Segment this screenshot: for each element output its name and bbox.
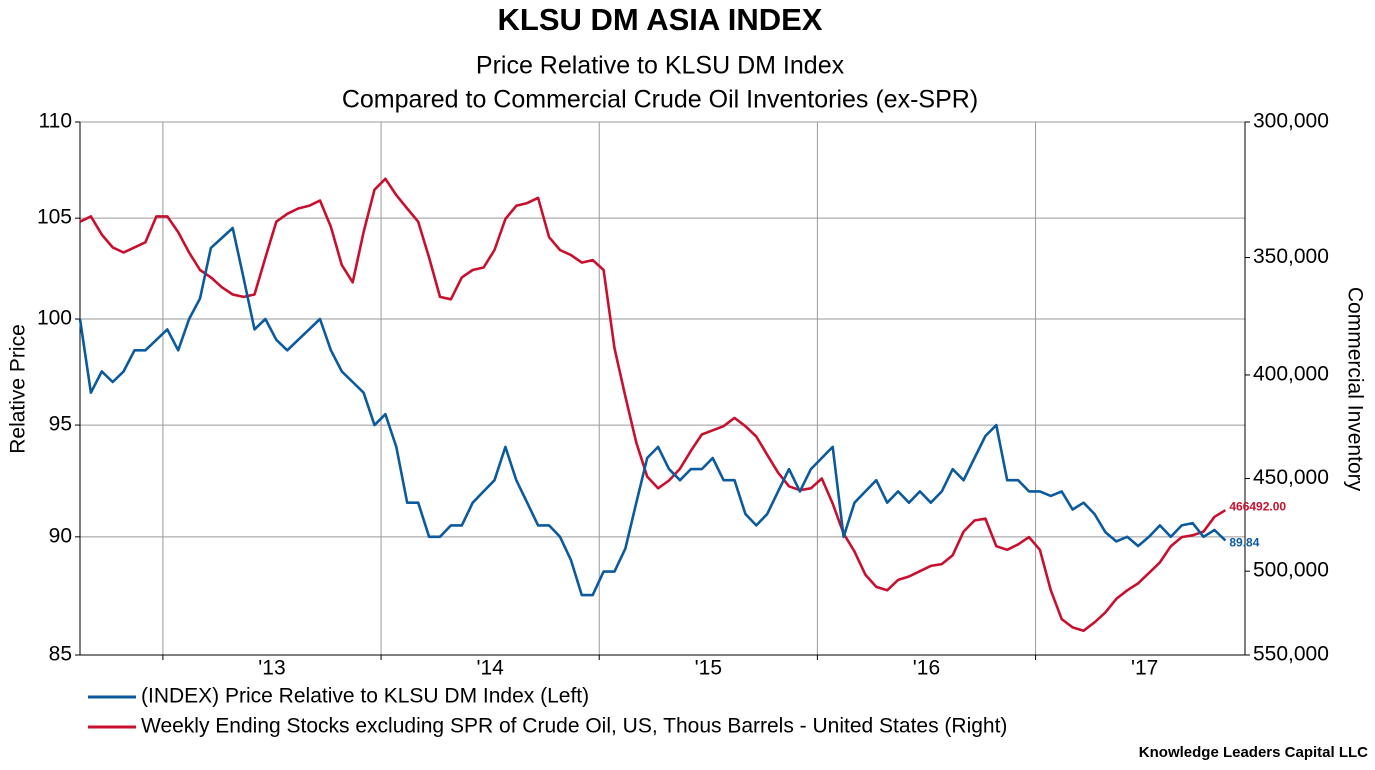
chart-subtitle: Price Relative to KLSU DM Index <box>476 52 845 80</box>
y-tick-label: 110 <box>39 110 72 133</box>
series-line <box>78 226 1227 597</box>
y-tick-label: 85 <box>49 643 72 666</box>
chart-title: KLSU DM ASIA INDEX <box>498 2 823 37</box>
chart-subtitle: Compared to Commercial Crude Oil Invento… <box>342 86 978 114</box>
x-tick-label: '17 <box>1131 657 1158 680</box>
y2-tick-label: 350,000 <box>1253 245 1329 268</box>
y2-tick-label: 500,000 <box>1253 559 1329 582</box>
end-value-label: 466492.00 <box>1229 499 1286 513</box>
x-tick-label: '15 <box>695 657 722 680</box>
x-tick-label: '16 <box>913 657 940 680</box>
y-tick-label: 105 <box>37 206 72 229</box>
legend-label: Weekly Ending Stocks excluding SPR of Cr… <box>141 715 1007 738</box>
y2-tick-label: 550,000 <box>1253 643 1329 666</box>
y2-tick-label: 300,000 <box>1253 110 1329 133</box>
x-tick-label: '14 <box>476 657 504 680</box>
x-tick-label: '13 <box>258 657 285 680</box>
y2-axis-title: Commercial Inventory <box>1343 287 1366 492</box>
y2-tick-label: 400,000 <box>1253 363 1329 386</box>
y-tick-label: 90 <box>49 524 72 547</box>
legend-label: (INDEX) Price Relative to KLSU DM Index … <box>141 685 589 708</box>
end-value-label: 89.84 <box>1229 536 1259 550</box>
y-axis-title: Relative Price <box>7 324 30 454</box>
y-tick-label: 95 <box>49 413 72 436</box>
y-tick-label: 100 <box>37 307 72 330</box>
y2-tick-label: 450,000 <box>1253 466 1329 489</box>
series-line <box>79 177 1227 632</box>
source-note: Knowledge Leaders Capital LLC <box>1139 744 1368 761</box>
